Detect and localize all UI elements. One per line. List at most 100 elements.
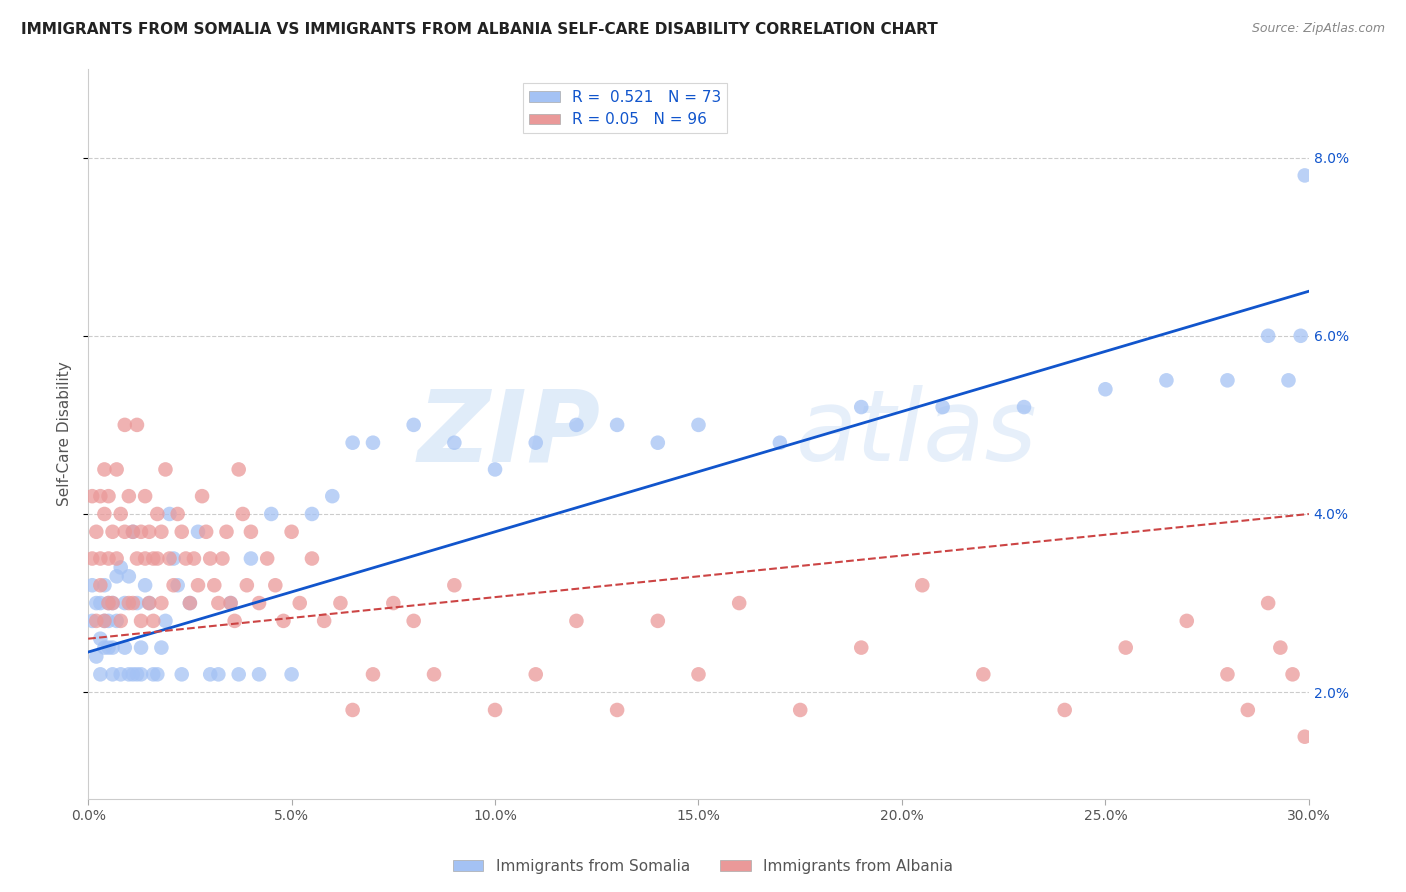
Point [105, 462, 128, 476]
Point [232, 507, 254, 521]
Point [118, 569, 141, 583]
Point [118, 596, 141, 610]
Point [170, 667, 193, 681]
Point [150, 596, 173, 610]
Point [97, 596, 120, 610]
Point [200, 667, 222, 681]
Text: ZIP: ZIP [418, 385, 600, 483]
Point [1012, 400, 1035, 414]
Point [207, 667, 229, 681]
Point [82, 489, 104, 503]
Point [179, 596, 201, 610]
Point [219, 596, 242, 610]
Point [219, 596, 242, 610]
Point [1156, 373, 1178, 387]
Point [224, 614, 246, 628]
Point [1236, 703, 1258, 717]
Point [321, 489, 343, 503]
Point [1277, 373, 1299, 387]
Point [769, 435, 792, 450]
Point [402, 417, 425, 432]
Point [159, 507, 181, 521]
Point [82, 551, 104, 566]
Point [361, 667, 384, 681]
Point [125, 551, 148, 566]
Point [170, 524, 193, 539]
Point [159, 551, 181, 566]
Point [105, 569, 128, 583]
Point [97, 640, 120, 655]
Point [142, 551, 165, 566]
Point [280, 524, 302, 539]
Point [202, 578, 225, 592]
Point [972, 667, 994, 681]
Point [264, 578, 287, 592]
Point [150, 640, 173, 655]
Point [97, 596, 120, 610]
Point [931, 400, 953, 414]
Point [84, 596, 107, 610]
Point [118, 667, 141, 681]
Point [93, 640, 115, 655]
Point [146, 667, 169, 681]
Point [134, 551, 156, 566]
Point [443, 435, 465, 450]
Point [150, 524, 173, 539]
Point [247, 596, 270, 610]
Point [93, 507, 115, 521]
Point [484, 703, 506, 717]
Point [288, 596, 311, 610]
Point [89, 489, 111, 503]
Point [329, 596, 352, 610]
Point [114, 417, 136, 432]
Point [228, 667, 250, 681]
Point [1289, 328, 1312, 343]
Point [911, 578, 934, 592]
Point [851, 640, 873, 655]
Point [162, 578, 184, 592]
Point [342, 703, 364, 717]
Point [129, 614, 152, 628]
Point [688, 667, 710, 681]
Point [166, 507, 188, 521]
Point [122, 524, 145, 539]
Point [174, 551, 197, 566]
Point [179, 596, 201, 610]
Point [89, 667, 111, 681]
Point [84, 614, 107, 628]
Point [105, 614, 128, 628]
Point [125, 596, 148, 610]
Point [195, 524, 218, 539]
Point [122, 596, 145, 610]
Point [524, 667, 547, 681]
Text: IMMIGRANTS FROM SOMALIA VS IMMIGRANTS FROM ALBANIA SELF-CARE DISABILITY CORRELAT: IMMIGRANTS FROM SOMALIA VS IMMIGRANTS FR… [21, 22, 938, 37]
Point [647, 614, 669, 628]
Point [256, 551, 278, 566]
Point [1281, 667, 1303, 681]
Point [142, 614, 165, 628]
Point [114, 524, 136, 539]
Point [260, 507, 283, 521]
Point [1294, 169, 1316, 183]
Point [423, 667, 446, 681]
Point [1094, 382, 1116, 396]
Point [342, 435, 364, 450]
Text: Source: ZipAtlas.com: Source: ZipAtlas.com [1251, 22, 1385, 36]
Point [89, 632, 111, 646]
Point [122, 524, 145, 539]
Point [110, 614, 132, 628]
Point [1115, 640, 1137, 655]
Point [565, 417, 588, 432]
Point [1216, 373, 1239, 387]
Point [402, 614, 425, 628]
Point [239, 551, 262, 566]
Point [1257, 596, 1279, 610]
Point [110, 560, 132, 574]
Point [606, 417, 628, 432]
Point [101, 596, 124, 610]
Point [524, 435, 547, 450]
Point [129, 524, 152, 539]
Point [142, 667, 165, 681]
Point [146, 551, 169, 566]
Point [93, 462, 115, 476]
